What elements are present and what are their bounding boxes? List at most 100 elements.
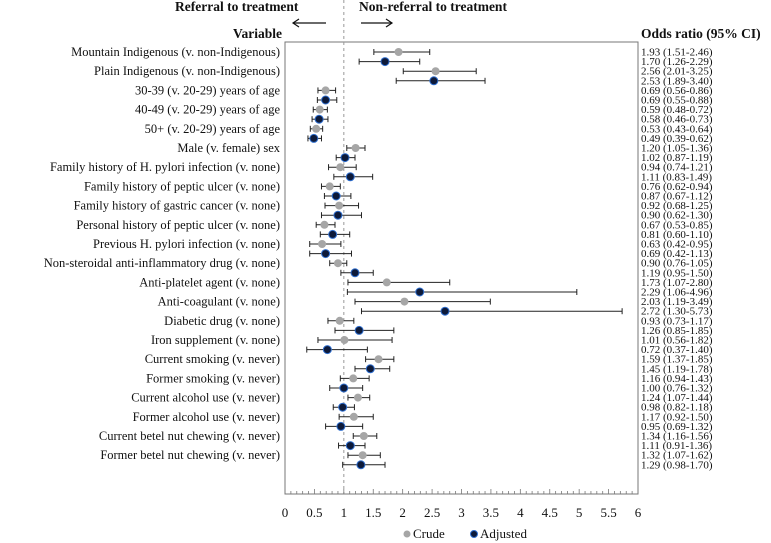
- variable-row: Personal history of peptic ulcer (v. non…: [76, 218, 712, 241]
- crude-point: [335, 201, 344, 210]
- crude-odds-ratio-text: 1.34 (1.16-1.56): [641, 431, 713, 443]
- variable-label: 40-49 (v. 20-29) years of age: [135, 103, 280, 117]
- variable-label: Diabetic drug (v. none): [164, 314, 280, 328]
- crude-odds-ratio-text: 0.67 (0.53-0.85): [641, 219, 713, 231]
- adjusted-odds-ratio-text: 1.00 (0.76-1.32): [641, 383, 713, 395]
- x-tick-label: 2: [399, 505, 406, 520]
- adjusted-odds-ratio-text: 2.53 (1.89-3.40): [641, 75, 713, 87]
- adjusted-odds-ratio-text: 0.72 (0.37-1.40): [641, 344, 713, 356]
- variable-row: Former smoking (v. never) 1.16 (0.94-1.43…: [146, 371, 713, 394]
- crude-odds-ratio-text: 0.63 (0.42-0.95): [641, 239, 713, 251]
- crude-odds-ratio-text: 0.94 (0.74-1.21): [641, 162, 713, 174]
- crude-point: [351, 144, 360, 152]
- variable-row: Family history of peptic ulcer (v. none)…: [84, 179, 713, 202]
- adjusted-odds-ratio-text: 1.11 (0.91-1.36): [641, 440, 712, 452]
- crude-point: [359, 432, 368, 440]
- adjusted-point: [321, 249, 331, 259]
- crude-odds-ratio-text: 1.93 (1.51-2.46): [641, 47, 713, 59]
- adjusted-odds-ratio-text: 1.45 (1.19-1.78): [641, 363, 713, 375]
- crude-odds-ratio-text: 1.59 (1.37-1.85): [641, 354, 713, 366]
- crude-odds-ratio-text: 1.32 (1.07-1.62): [641, 450, 713, 462]
- x-tick-label: 3.5: [483, 505, 499, 520]
- legend-crude-label: Crude: [413, 526, 445, 541]
- variable-label: 30-39 (v. 20-29) years of age: [135, 83, 280, 97]
- legend-adjusted-marker: [470, 530, 478, 538]
- variable-row: Iron supplement (v. none) 1.01 (0.56-1.82…: [151, 333, 713, 356]
- arrow-left-icon: [291, 18, 326, 28]
- variable-row: Male (v. female) sex 1.20 (1.05-1.36)1.02…: [177, 141, 712, 164]
- crude-odds-ratio-text: 2.03 (1.19-3.49): [641, 296, 713, 308]
- crude-odds-ratio-text: 0.76 (0.62-0.94): [641, 181, 713, 193]
- variable-label: Family history of gastric cancer (v. non…: [74, 199, 280, 213]
- crude-point: [318, 240, 327, 248]
- adjusted-odds-ratio-text: 0.49 (0.39-0.62): [641, 133, 713, 145]
- variable-row: Family history of H. pylori infection (v…: [50, 160, 713, 183]
- crude-point: [349, 374, 358, 383]
- adjusted-point: [354, 325, 364, 335]
- adjusted-point: [429, 76, 439, 86]
- crude-odds-ratio-text: 1.73 (1.07-2.80): [641, 277, 713, 289]
- crude-odds-ratio-text: 0.92 (0.68-1.25): [641, 200, 713, 212]
- crude-point: [394, 48, 403, 56]
- variable-label: Former smoking (v. never): [146, 371, 280, 385]
- legend-crude-marker: [403, 530, 411, 538]
- crude-point: [335, 316, 344, 325]
- x-tick-label: 6: [635, 505, 642, 520]
- crude-odds-ratio-text: 1.24 (1.07-1.44): [641, 392, 713, 404]
- adjusted-point: [328, 229, 338, 239]
- crude-point: [349, 412, 358, 421]
- variable-row: 30-39 (v. 20-29) years of age 0.69 (0.56-…: [135, 83, 713, 106]
- header-right: Non-referral to treatment: [359, 0, 507, 14]
- adjusted-point: [333, 210, 343, 220]
- variable-label: Previous H. pylori infection (v. none): [93, 237, 280, 251]
- adjusted-point: [322, 345, 332, 355]
- variable-row: Current smoking (v. never) 1.59 (1.37-1.8…: [145, 352, 713, 375]
- variable-row: 50+ (v. 20-29) years of age 0.53 (0.43-0.…: [145, 122, 713, 145]
- x-tick-label: 5: [576, 505, 583, 520]
- x-tick-label: 0.5: [306, 505, 322, 520]
- crude-point: [374, 355, 383, 364]
- header-left: Referral to treatment: [175, 0, 299, 14]
- variable-row: Diabetic drug (v. none) 0.93 (0.73-1.17)1…: [164, 314, 713, 337]
- adjusted-odds-ratio-text: 1.26 (0.85-1.85): [641, 325, 713, 337]
- variable-row: Plain Indigenous (v. non-Indigenous) 2.56…: [94, 64, 713, 87]
- adjusted-odds-ratio-text: 0.69 (0.42-1.13): [641, 248, 713, 260]
- variable-row: Anti-platelet agent (v. none) 1.73 (1.07-…: [139, 275, 713, 298]
- adjusted-point: [365, 364, 375, 374]
- crude-point: [333, 259, 342, 268]
- legend: Crude Adjusted: [403, 526, 527, 541]
- adjusted-point: [339, 383, 349, 393]
- adjusted-odds-ratio-text: 0.81 (0.60-1.10): [641, 229, 713, 241]
- crude-odds-ratio-text: 0.69 (0.56-0.86): [641, 85, 713, 97]
- odds-ratio-header: Odds ratio (95% CI): [641, 26, 761, 41]
- adjusted-odds-ratio-text: 0.58 (0.46-0.73): [641, 114, 713, 126]
- crude-point: [382, 278, 391, 287]
- adjusted-odds-ratio-text: 1.19 (0.95-1.50): [641, 267, 713, 279]
- x-tick-label: 4.5: [542, 505, 558, 520]
- adjusted-point: [331, 191, 341, 201]
- variable-label: Iron supplement (v. none): [151, 333, 280, 347]
- variable-label: Family history of H. pylori infection (v…: [50, 160, 280, 174]
- variable-label: Family history of peptic ulcer (v. none): [84, 179, 280, 193]
- crude-point: [400, 297, 409, 306]
- adjusted-odds-ratio-text: 1.02 (0.87-1.19): [641, 152, 713, 164]
- crude-point: [325, 182, 334, 191]
- x-tick-label: 1: [341, 505, 348, 520]
- variable-label: 50+ (v. 20-29) years of age: [145, 122, 281, 136]
- variable-row: Previous H. pylori infection (v. none) 0.…: [93, 237, 713, 260]
- x-tick-label: 5.5: [600, 505, 616, 520]
- adjusted-odds-ratio-text: 1.11 (0.83-1.49): [641, 171, 712, 183]
- adjusted-point: [309, 133, 319, 143]
- crude-odds-ratio-text: 1.17 (0.92-1.50): [641, 411, 713, 423]
- crude-point: [320, 220, 329, 229]
- adjusted-point: [336, 421, 346, 431]
- crude-point: [315, 105, 324, 114]
- crude-odds-ratio-text: 0.90 (0.76-1.05): [641, 258, 713, 270]
- variable-label: Current betel nut chewing (v. never): [99, 429, 280, 443]
- crude-odds-ratio-text: 1.01 (0.56-1.82): [641, 335, 713, 347]
- crude-odds-ratio-text: 1.20 (1.05-1.36): [641, 143, 713, 155]
- variable-header: Variable: [233, 26, 282, 41]
- adjusted-odds-ratio-text: 0.90 (0.62-1.30): [641, 210, 713, 222]
- adjusted-point: [345, 172, 355, 182]
- crude-odds-ratio-text: 0.59 (0.48-0.72): [641, 104, 713, 116]
